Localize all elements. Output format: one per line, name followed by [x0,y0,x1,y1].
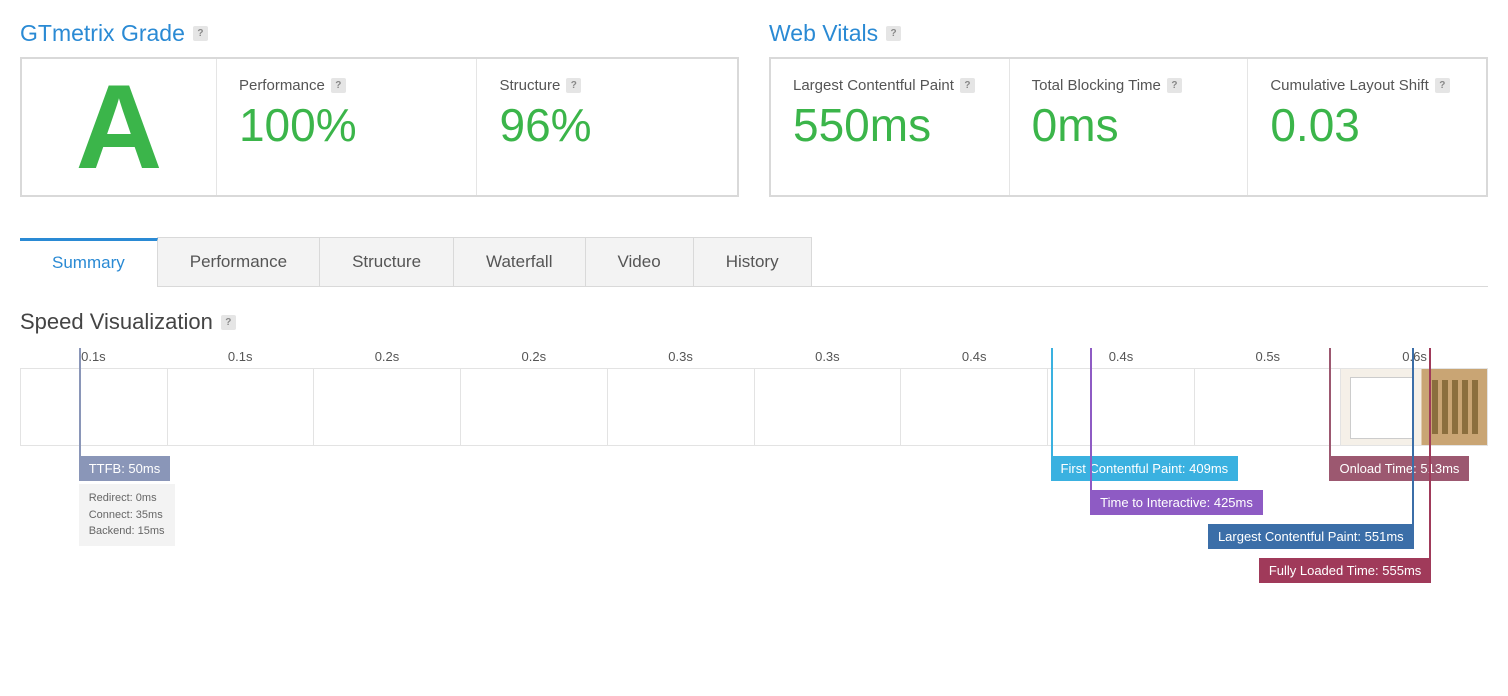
filmstrip [20,368,1488,446]
help-icon[interactable]: ? [193,26,208,41]
timeline-tick: 0.3s [607,349,754,368]
tab-structure[interactable]: Structure [319,237,454,286]
marker-label-ttfb: TTFB: 50ms [79,456,171,481]
grade-letter-cell: A [22,59,217,195]
web-vitals-panel: Web Vitals ? Largest Contentful Paint ? … [769,20,1488,197]
help-icon[interactable]: ? [331,78,346,93]
help-icon[interactable]: ? [960,78,975,93]
tab-waterfall[interactable]: Waterfall [453,237,585,286]
timeline-tick: 0.5s [1194,349,1341,368]
marker-label-loaded: Fully Loaded Time: 555ms [1259,558,1431,583]
vitals-panel-title: Web Vitals [769,20,878,47]
filmstrip-frame [608,369,755,445]
timeline-tick: 0.1s [167,349,314,368]
timeline-tick: 0.3s [754,349,901,368]
structure-value: 96% [499,100,715,151]
structure-label: Structure [499,77,560,94]
marker-line-ttfb [79,348,81,469]
help-icon[interactable]: ? [1167,78,1182,93]
filmstrip-frame [314,369,461,445]
marker-line-loaded [1429,348,1431,571]
help-icon[interactable]: ? [566,78,581,93]
performance-label: Performance [239,77,325,94]
timeline-tick: 0.4s [901,349,1048,368]
timeline-tick: 0.2s [460,349,607,368]
filmstrip-frame [21,369,168,445]
marker-label-lcp: Largest Contentful Paint: 551ms [1208,524,1414,549]
help-icon[interactable]: ? [1435,78,1450,93]
tbt-value: 0ms [1032,100,1226,151]
marker-label-onload: Onload Time: 513ms [1329,456,1469,481]
tab-summary[interactable]: Summary [20,238,158,287]
help-icon[interactable]: ? [221,315,236,330]
tbt-cell: Total Blocking Time ? 0ms [1010,59,1249,195]
cls-value: 0.03 [1270,100,1464,151]
marker-label-tti: Time to Interactive: 425ms [1090,490,1263,515]
performance-value: 100% [239,100,455,151]
timeline-tick: 0.6s [1341,349,1488,368]
filmstrip-frame [461,369,608,445]
marker-details-ttfb: Redirect: 0msConnect: 35msBackend: 15ms [79,484,175,546]
speed-viz-title: Speed Visualization [20,309,213,335]
tab-video[interactable]: Video [585,237,694,286]
timeline-tick: 0.2s [314,349,461,368]
filmstrip-frame [1341,369,1487,445]
lcp-cell: Largest Contentful Paint ? 550ms [771,59,1010,195]
filmstrip-frame [1048,369,1195,445]
filmstrip-frame [168,369,315,445]
speed-visualization: 0.1s0.1s0.2s0.2s0.3s0.3s0.4s0.4s0.5s0.6s… [20,349,1488,676]
marker-line-fcp [1051,348,1053,469]
grade-letter: A [76,67,163,187]
timeline-tick: 0.1s [20,349,167,368]
tbt-label: Total Blocking Time [1032,77,1161,94]
filmstrip-frame [755,369,902,445]
marker-line-lcp [1412,348,1414,537]
marker-label-fcp: First Contentful Paint: 409ms [1051,456,1239,481]
timeline-markers: TTFB: 50ms Redirect: 0msConnect: 35msBack… [20,446,1488,676]
lcp-value: 550ms [793,100,987,151]
cls-cell: Cumulative Layout Shift ? 0.03 [1248,59,1486,195]
performance-cell: Performance ? 100% [217,59,478,195]
timeline-tick: 0.4s [1048,349,1195,368]
structure-cell: Structure ? 96% [477,59,737,195]
lcp-label: Largest Contentful Paint [793,77,954,94]
marker-line-tti [1090,348,1092,503]
tabs-row: SummaryPerformanceStructureWaterfallVide… [20,237,1488,287]
gtmetrix-grade-panel: GTmetrix Grade ? A Performance ? 100% St… [20,20,739,197]
cls-label: Cumulative Layout Shift [1270,77,1428,94]
help-icon[interactable]: ? [886,26,901,41]
filmstrip-frame [1195,369,1342,445]
grade-panel-title: GTmetrix Grade [20,20,185,47]
tab-history[interactable]: History [693,237,812,286]
marker-line-onload [1329,348,1331,469]
filmstrip-frame [901,369,1048,445]
tab-performance[interactable]: Performance [157,237,320,286]
